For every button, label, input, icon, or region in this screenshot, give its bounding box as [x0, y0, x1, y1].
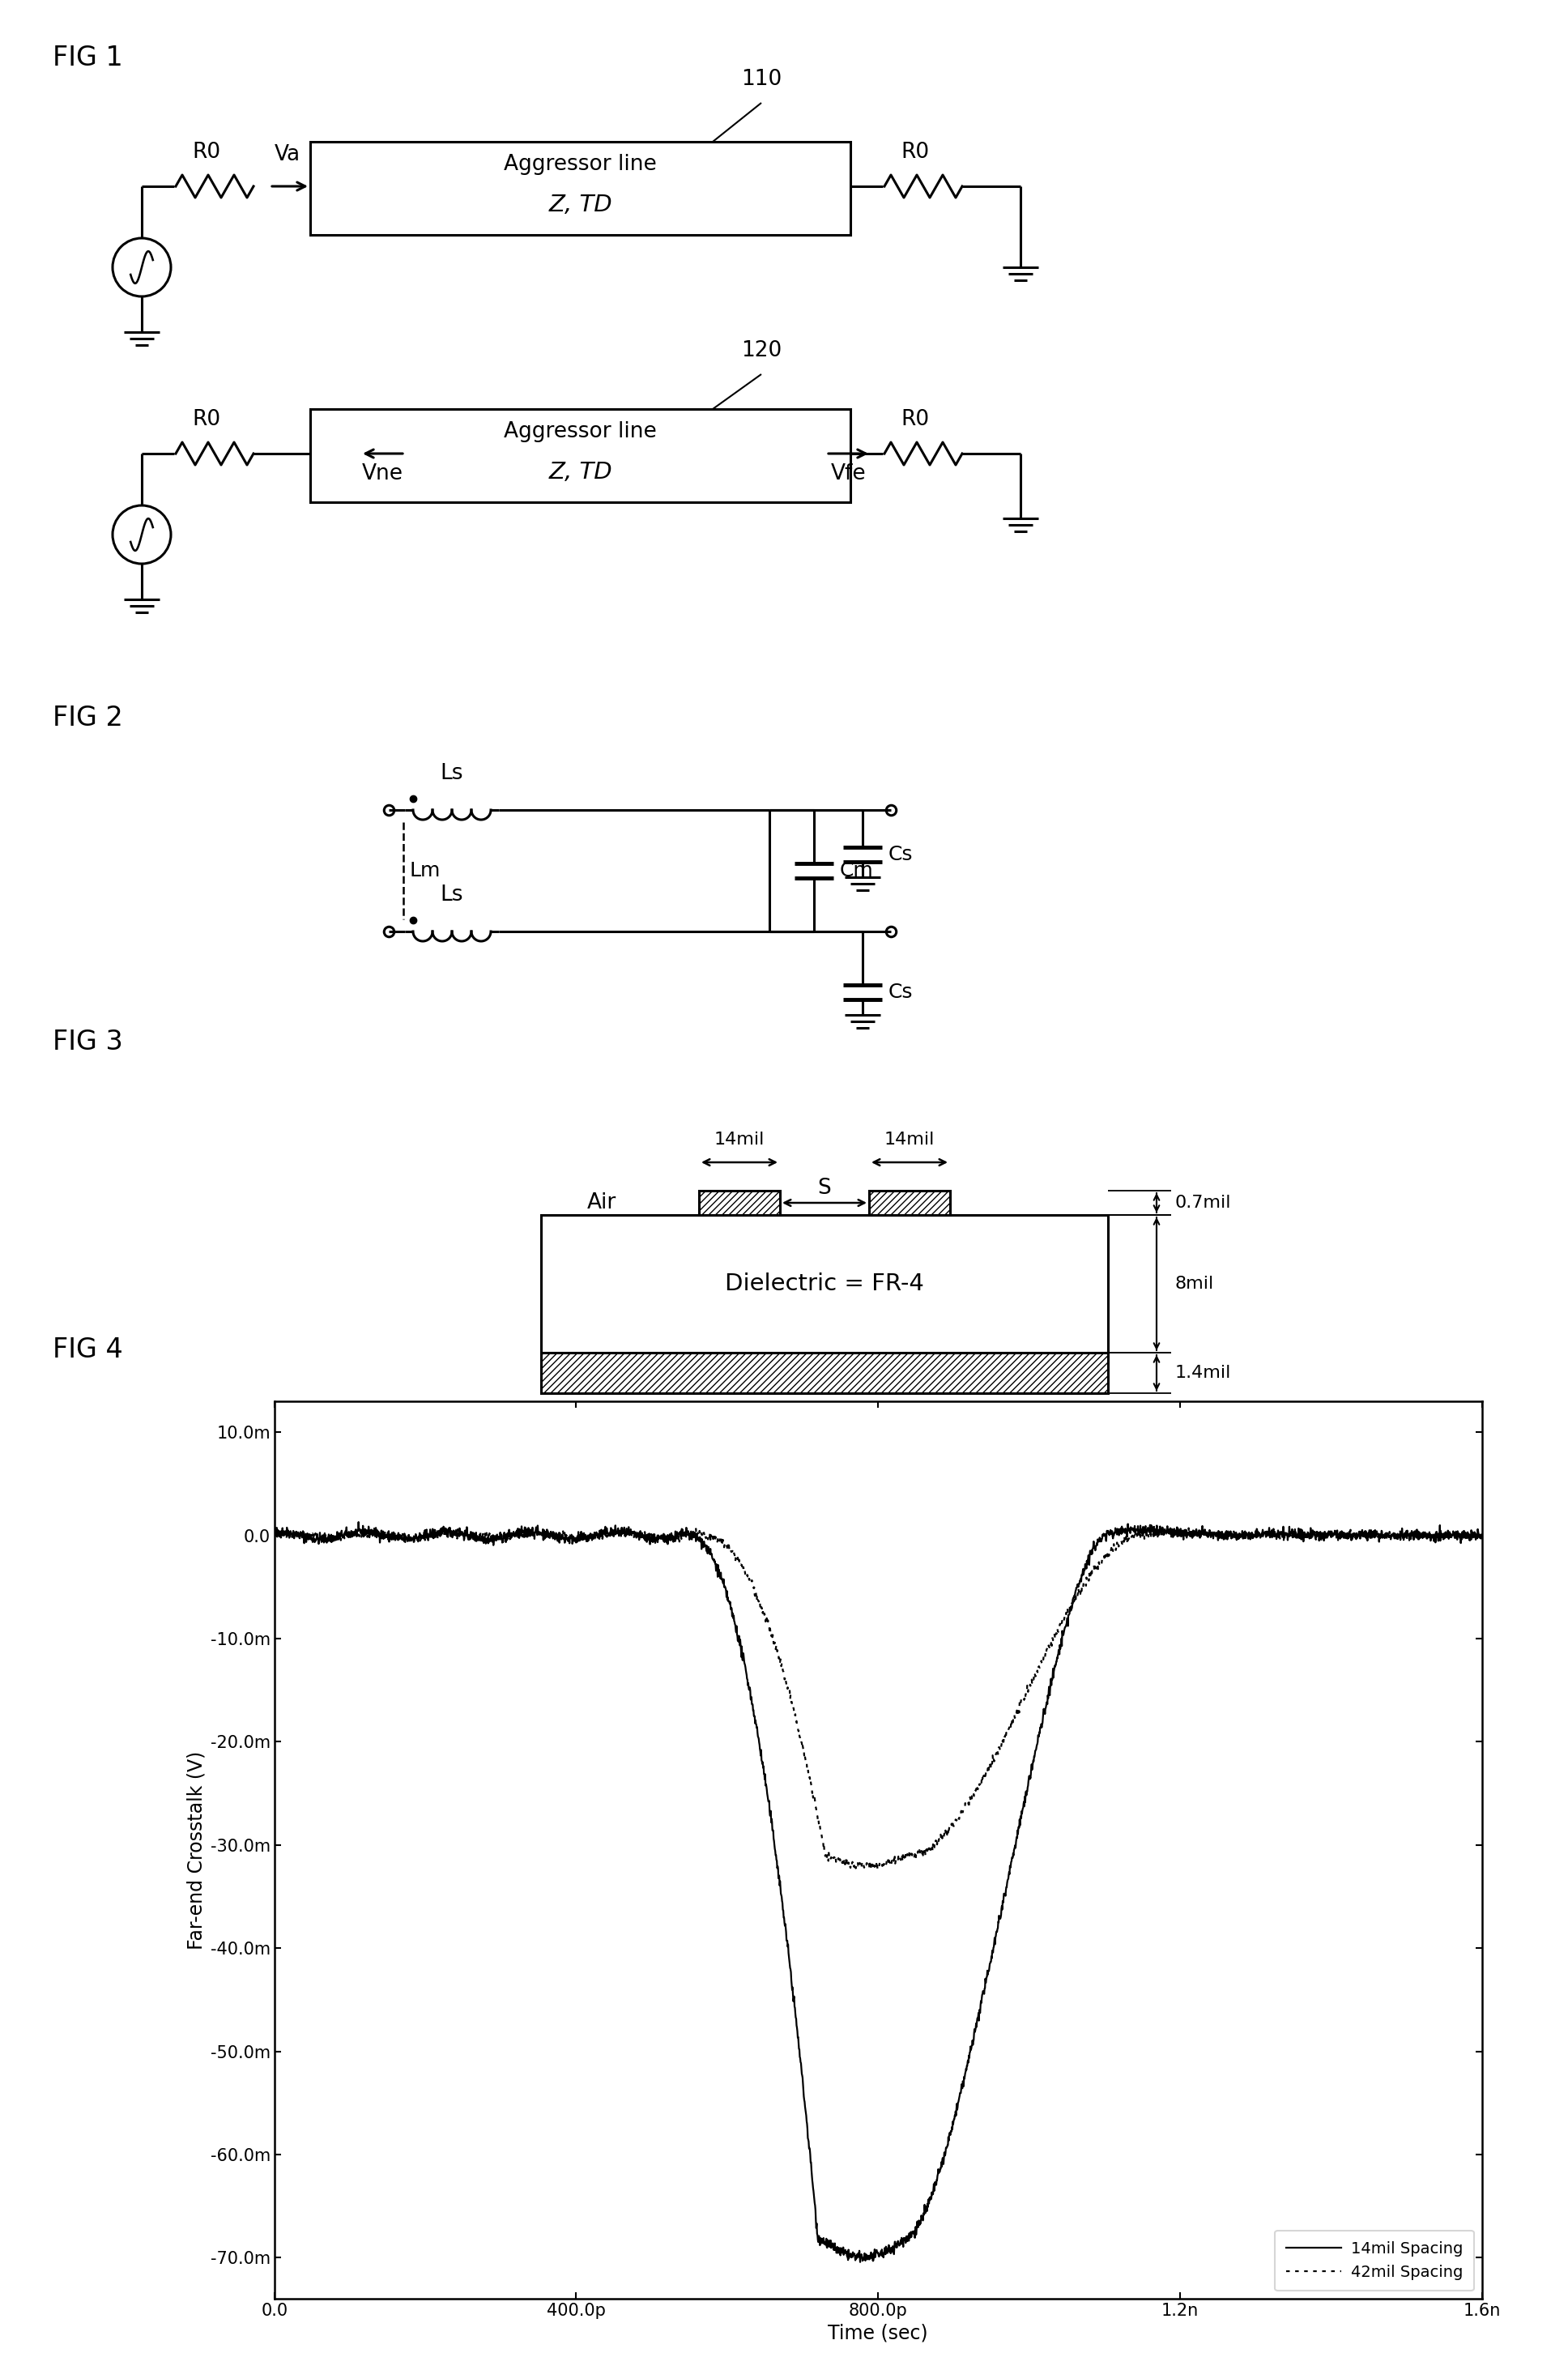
42mil Spacing — [1160, 1512, 1179, 1540]
Text: Vne: Vne — [362, 462, 403, 483]
Text: 0.7mil: 0.7mil — [1174, 1194, 1231, 1211]
Text: Ls: Ls — [441, 763, 464, 784]
42mil Spacing — [1449, 1522, 1468, 1550]
Text: 14mil: 14mil — [884, 1130, 935, 1147]
14mil Spacing — [350, 1507, 368, 1536]
Text: FIG 3: FIG 3 — [53, 1029, 122, 1055]
Text: Aggressor line: Aggressor line — [503, 154, 657, 175]
Bar — [310, 410, 850, 502]
Text: 14mil: 14mil — [713, 1130, 765, 1147]
Bar — [541, 1216, 1109, 1353]
Text: Air: Air — [586, 1192, 616, 1213]
Text: Cs: Cs — [889, 844, 913, 865]
14mil Spacing — [851, 2247, 870, 2275]
Line: 14mil Spacing: 14mil Spacing — [274, 1522, 1482, 2261]
Text: Va: Va — [274, 145, 301, 166]
42mil Spacing — [265, 1524, 284, 1552]
14mil Spacing — [475, 1524, 494, 1552]
Bar — [869, 1190, 950, 1216]
Text: Ls: Ls — [441, 884, 464, 905]
14mil Spacing — [1472, 1522, 1491, 1550]
Text: R0: R0 — [193, 410, 221, 429]
Text: Z, TD: Z, TD — [549, 194, 612, 216]
Bar — [541, 1353, 1109, 1394]
14mil Spacing — [1449, 1519, 1468, 1548]
42mil Spacing — [781, 1676, 800, 1704]
Text: Vfe: Vfe — [831, 462, 867, 483]
Text: FIG 4: FIG 4 — [53, 1337, 122, 1363]
Text: Z, TD: Z, TD — [549, 460, 612, 483]
Text: Cs: Cs — [889, 984, 913, 1003]
42mil Spacing — [475, 1522, 494, 1550]
Text: 1.4mil: 1.4mil — [1174, 1365, 1231, 1382]
42mil Spacing — [728, 1545, 746, 1574]
42mil Spacing — [869, 1856, 887, 1884]
Text: FIG 2: FIG 2 — [53, 704, 122, 732]
Text: R0: R0 — [902, 142, 930, 164]
42mil Spacing — [1472, 1524, 1491, 1552]
Legend: 14mil Spacing, 42mil Spacing: 14mil Spacing, 42mil Spacing — [1275, 2230, 1474, 2292]
14mil Spacing — [1319, 1517, 1338, 1545]
Text: Aggressor line: Aggressor line — [503, 422, 657, 443]
Text: 110: 110 — [742, 69, 782, 90]
42mil Spacing — [1319, 1522, 1338, 1550]
14mil Spacing — [729, 1626, 748, 1654]
X-axis label: Time (sec): Time (sec) — [828, 2323, 928, 2344]
14mil Spacing — [265, 1517, 284, 1545]
Text: Cm: Cm — [840, 860, 873, 879]
14mil Spacing — [403, 1526, 422, 1555]
14mil Spacing — [781, 1953, 800, 1981]
Y-axis label: Far-end Crosstalk (V): Far-end Crosstalk (V) — [187, 1751, 205, 1951]
Bar — [310, 142, 850, 235]
Text: FIG 1: FIG 1 — [53, 45, 122, 71]
Line: 42mil Spacing: 42mil Spacing — [274, 1526, 1482, 1870]
Text: S: S — [818, 1178, 831, 1199]
Text: 8mil: 8mil — [1174, 1275, 1214, 1292]
Text: R0: R0 — [902, 410, 930, 429]
42mil Spacing — [403, 1526, 422, 1555]
Bar — [699, 1190, 779, 1216]
Text: Dielectric = FR-4: Dielectric = FR-4 — [724, 1273, 924, 1294]
Text: R0: R0 — [193, 142, 221, 164]
Text: 120: 120 — [742, 341, 782, 360]
Text: Lm: Lm — [409, 860, 441, 879]
